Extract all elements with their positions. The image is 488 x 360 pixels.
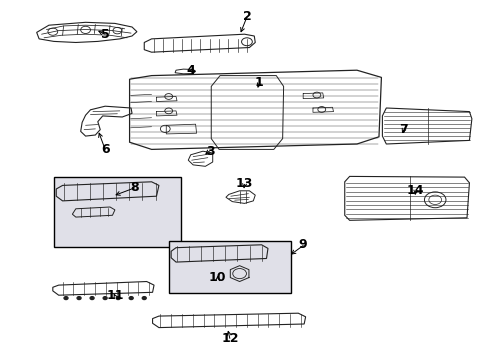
Circle shape (116, 297, 120, 300)
Circle shape (129, 297, 133, 300)
Text: 14: 14 (406, 184, 424, 197)
Circle shape (64, 297, 68, 300)
Circle shape (142, 297, 146, 300)
Text: 11: 11 (106, 289, 123, 302)
Text: 7: 7 (398, 123, 407, 136)
Bar (54, 177, 181, 247)
Bar (168, 241, 290, 293)
Text: 8: 8 (130, 181, 139, 194)
Text: 12: 12 (221, 332, 238, 345)
Text: 3: 3 (205, 145, 214, 158)
Text: 1: 1 (254, 76, 263, 89)
Text: 10: 10 (208, 271, 226, 284)
Text: 5: 5 (101, 28, 109, 41)
Circle shape (77, 297, 81, 300)
Text: 6: 6 (101, 143, 109, 156)
Text: 9: 9 (298, 238, 307, 251)
Text: 13: 13 (235, 177, 253, 190)
Circle shape (90, 297, 94, 300)
Circle shape (103, 297, 107, 300)
Text: 4: 4 (186, 64, 195, 77)
Text: 2: 2 (242, 10, 251, 23)
